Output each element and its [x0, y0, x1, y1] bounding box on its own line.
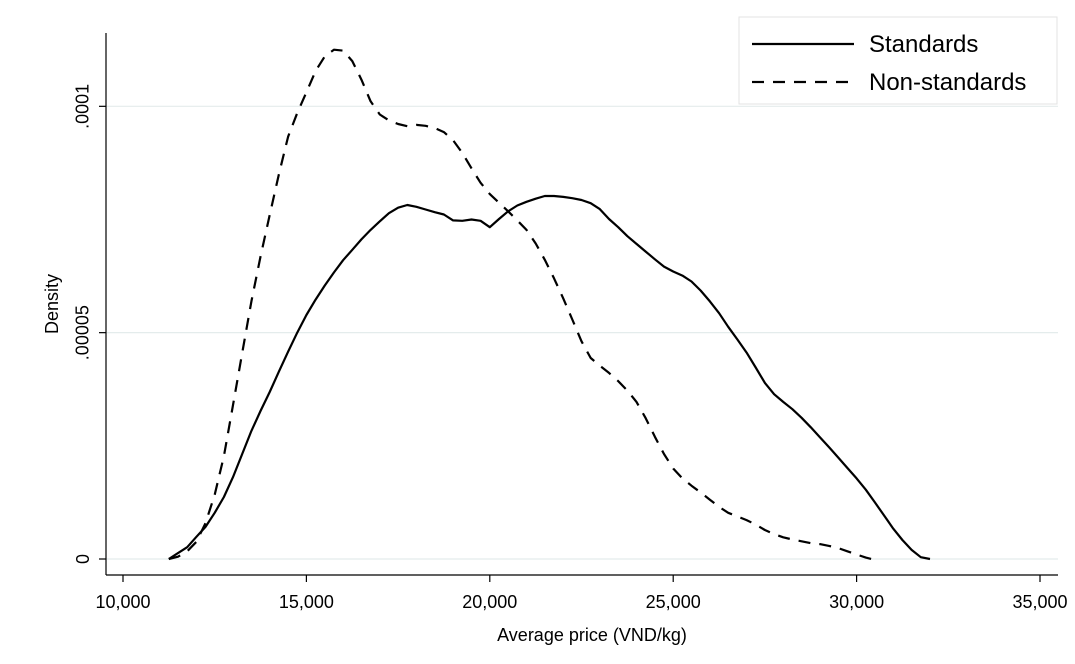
- legend-label-standards: Standards: [869, 31, 978, 58]
- x-axis-title: Average price (VND/kg): [497, 625, 687, 645]
- x-tick-label: 25,000: [646, 592, 701, 612]
- x-tick-label: 15,000: [279, 592, 334, 612]
- x-tick-label: 20,000: [462, 592, 517, 612]
- legend-label-non-standards: Non-standards: [869, 69, 1026, 96]
- y-tick-label: 0: [73, 554, 93, 564]
- x-tick-label: 35,000: [1012, 592, 1067, 612]
- grid-layer: [106, 105, 1058, 560]
- ticks-layer: 0 .00005 .0001 10,000 15,000 20,000 25,000 30,0…: [73, 84, 1068, 612]
- y-tick-label: .00005: [73, 305, 93, 360]
- y-axis-title: Density: [42, 274, 62, 334]
- y-tick-label: .0001: [73, 84, 93, 129]
- legend: Standards Non-standards: [738, 16, 1058, 105]
- x-tick-label: 30,000: [829, 592, 884, 612]
- series-line-non-standards: [168, 48, 872, 561]
- series-layer: [168, 48, 931, 561]
- legend-box: [738, 16, 1058, 105]
- x-tick-label: 10,000: [95, 592, 150, 612]
- series-line-standards: [168, 194, 931, 561]
- axes-layer: [105, 33, 1058, 576]
